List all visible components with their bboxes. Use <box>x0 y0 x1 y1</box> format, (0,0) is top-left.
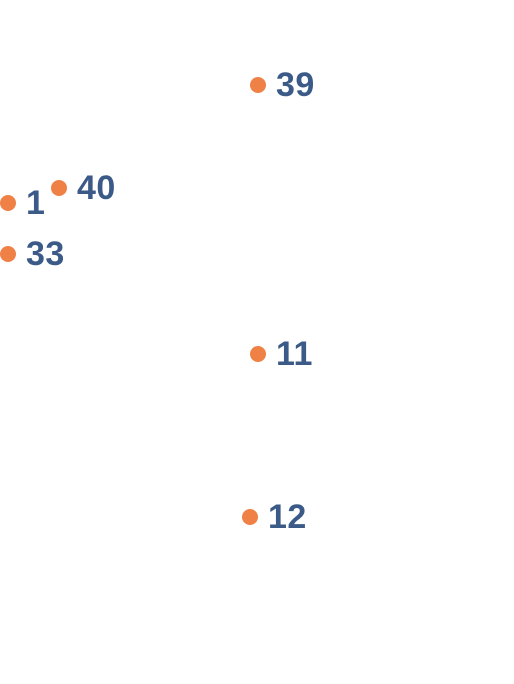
point-marker <box>0 246 16 262</box>
point-marker <box>250 77 266 93</box>
point-marker <box>242 509 258 525</box>
point-label: 12 <box>268 498 307 536</box>
point-marker <box>51 180 67 196</box>
point-label: 11 <box>276 335 313 373</box>
point-label: 40 <box>77 169 116 207</box>
point-12: 12 <box>242 500 307 534</box>
point-1: 1 <box>0 186 45 220</box>
point-label: 1 <box>26 184 46 222</box>
point-marker <box>250 346 266 362</box>
point-label: 39 <box>276 66 315 104</box>
point-marker <box>0 195 16 211</box>
point-40: 40 <box>51 171 116 205</box>
point-label: 33 <box>26 235 65 273</box>
point-39: 39 <box>250 68 315 102</box>
point-11: 11 <box>250 337 313 371</box>
point-33: 33 <box>0 237 65 271</box>
